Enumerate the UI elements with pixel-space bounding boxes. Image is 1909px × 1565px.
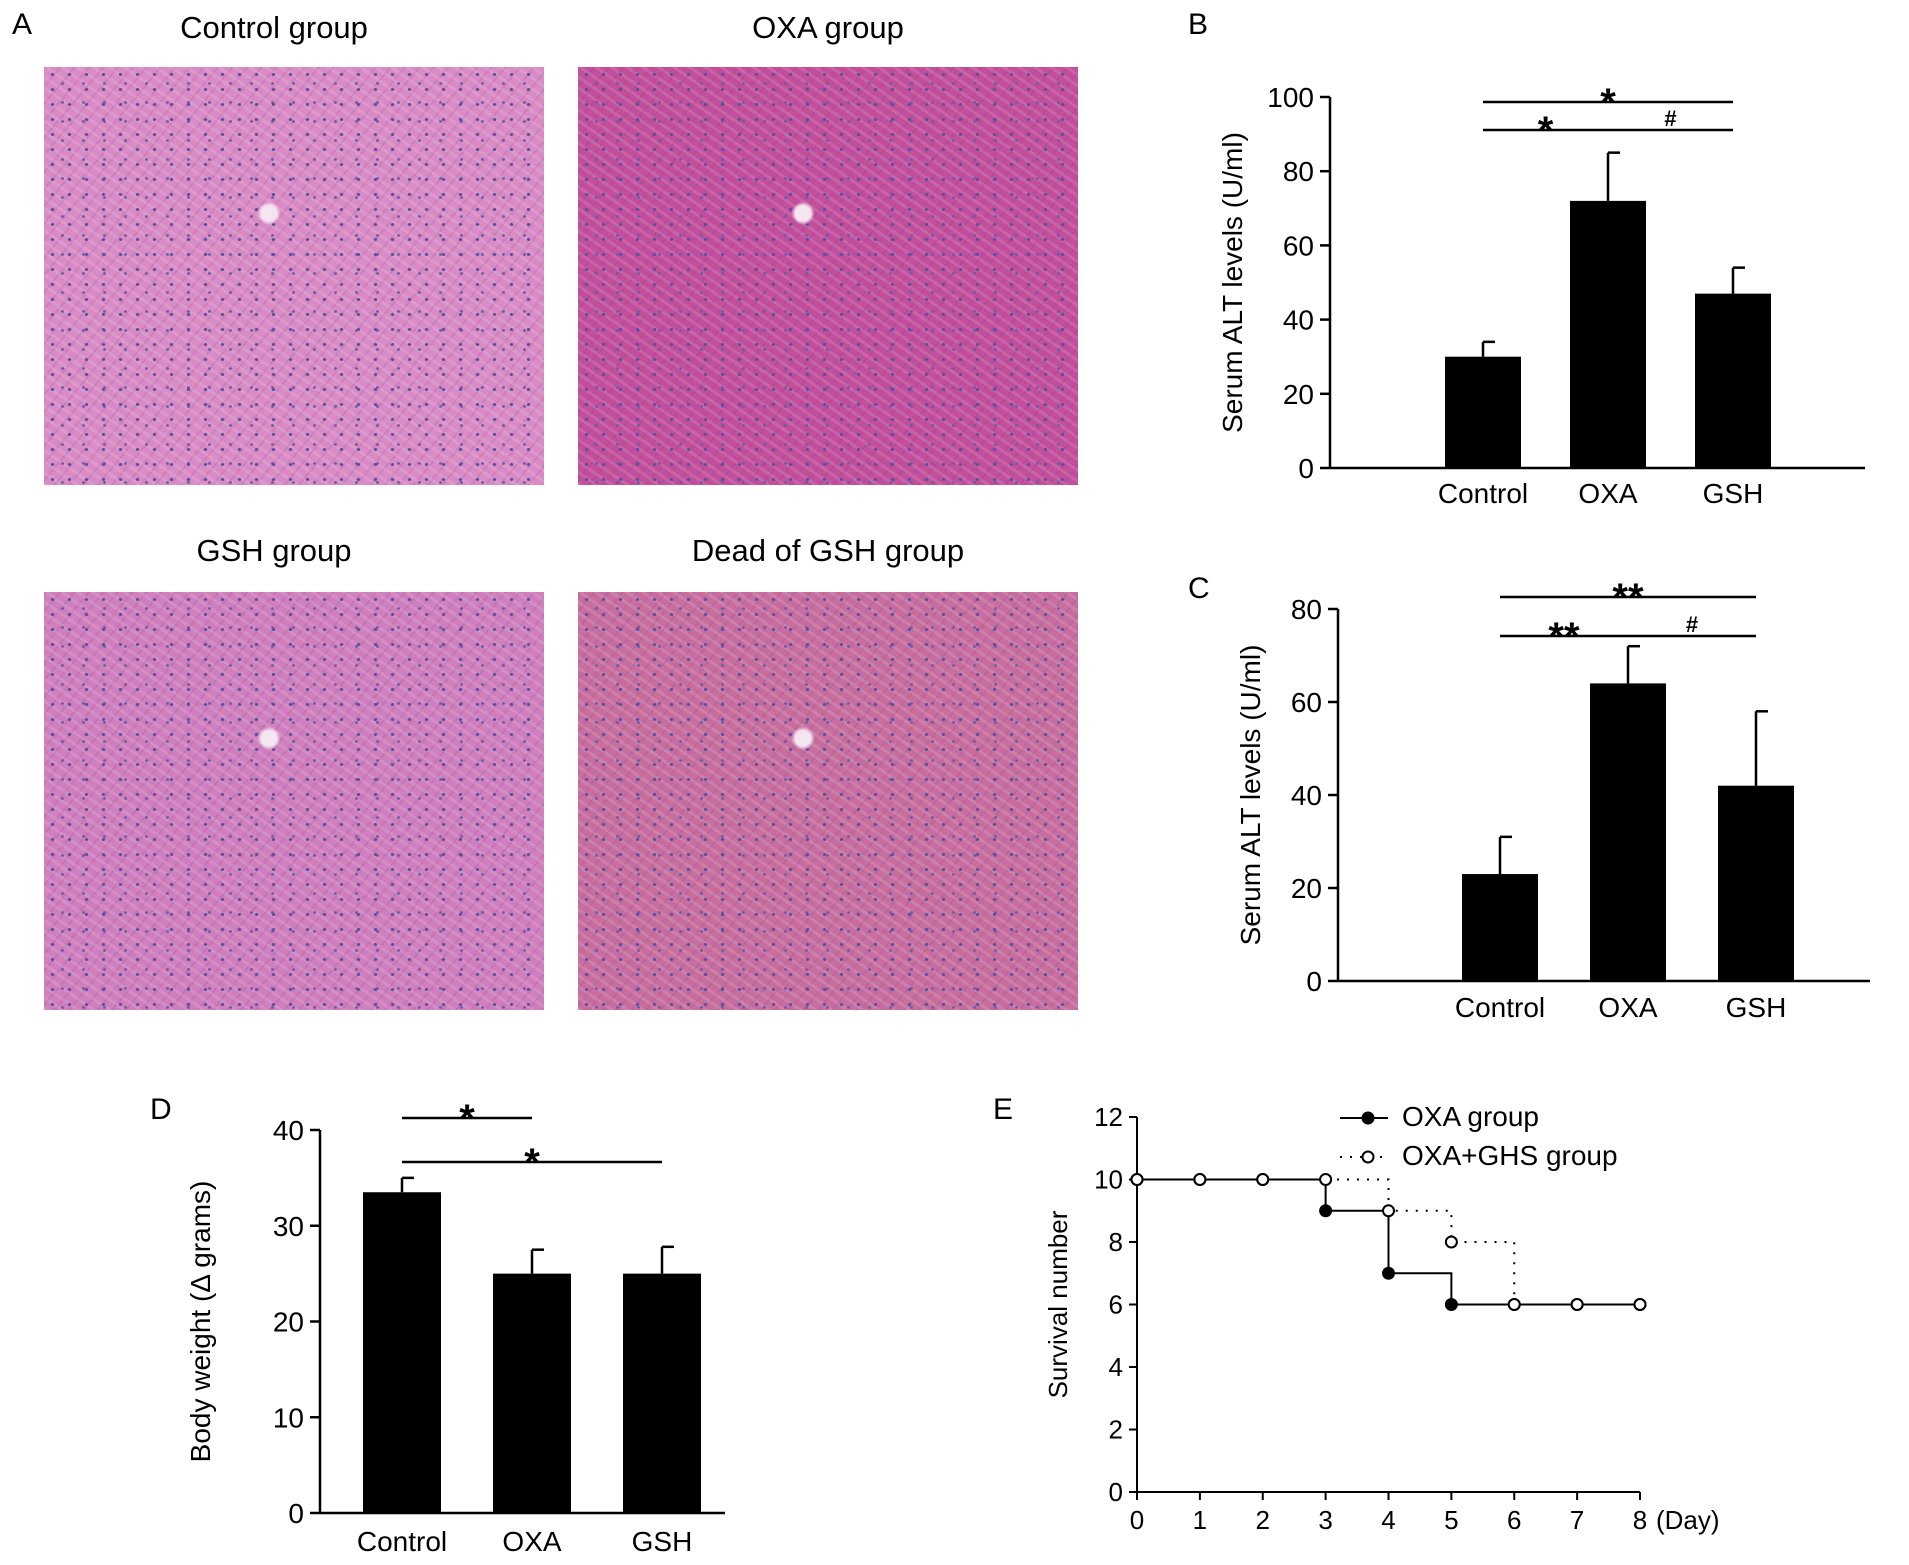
x-tick-label: 8 — [1633, 1505, 1647, 1535]
x-axis-unit: (Day) — [1656, 1505, 1720, 1535]
y-tick-label: 2 — [1109, 1415, 1123, 1445]
y-tick-label: 0 — [1306, 966, 1322, 997]
image-title-control: Control group — [180, 10, 368, 45]
x-tick-label: 7 — [1570, 1505, 1584, 1535]
bar — [1462, 874, 1538, 981]
y-tick-label: 60 — [1283, 230, 1314, 261]
histology-image-gsh — [44, 592, 544, 1010]
x-tick-label: 2 — [1256, 1505, 1270, 1535]
y-tick-label: 20 — [1283, 379, 1314, 410]
y-tick-label: 6 — [1109, 1290, 1123, 1320]
histology-image-oxa — [578, 67, 1078, 485]
x-tick-label: 3 — [1318, 1505, 1332, 1535]
y-axis-label: Body weight (Δ grams) — [185, 1181, 216, 1463]
data-point — [1570, 1298, 1584, 1311]
y-tick-label: 40 — [1291, 780, 1322, 811]
x-category-label: GSH — [632, 1526, 693, 1557]
legend-label: OXA group — [1402, 1101, 1539, 1132]
series-line — [1137, 1178, 1640, 1306]
x-tick-label: 1 — [1193, 1505, 1207, 1535]
data-point — [1444, 1298, 1458, 1311]
x-category-label: GSH — [1726, 992, 1787, 1023]
data-point — [1193, 1173, 1207, 1186]
y-tick-label: 20 — [1291, 873, 1322, 904]
legend-label: OXA+GHS group — [1402, 1140, 1618, 1171]
legend-marker — [1361, 1150, 1375, 1164]
panel-letter-b: B — [1188, 8, 1209, 41]
y-tick-label: 80 — [1291, 594, 1322, 625]
y-tick-label: 40 — [1283, 305, 1314, 336]
bar — [1590, 683, 1666, 981]
x-tick-label: 5 — [1444, 1505, 1458, 1535]
x-tick-label: 6 — [1507, 1505, 1521, 1535]
data-point — [1382, 1204, 1395, 1218]
data-point — [1256, 1173, 1270, 1186]
significance-marker: # — [1664, 106, 1676, 131]
bar — [1718, 785, 1794, 981]
image-title-gsh: GSH group — [196, 533, 352, 568]
y-axis-label: Serum ALT levels (U/ml) — [1217, 132, 1248, 433]
x-category-label: Control — [1438, 478, 1528, 509]
y-tick-label: 40 — [273, 1115, 304, 1146]
panel-letter-e: E — [993, 1093, 1014, 1126]
data-point — [1633, 1298, 1647, 1311]
y-tick-label: 8 — [1109, 1227, 1123, 1257]
x-category-label: Control — [357, 1526, 447, 1557]
y-axis-label: Serum ALT levels (U/ml) — [1235, 645, 1266, 946]
image-title-oxa: OXA group — [752, 10, 904, 45]
data-point — [1444, 1235, 1458, 1249]
y-tick-label: 30 — [273, 1211, 304, 1242]
data-point — [1319, 1173, 1333, 1186]
y-tick-label: 0 — [288, 1498, 304, 1529]
y-tick-label: 60 — [1291, 687, 1322, 718]
bar — [1695, 293, 1771, 468]
y-tick-label: 4 — [1109, 1352, 1123, 1382]
x-category-label: Control — [1455, 992, 1545, 1023]
x-category-label: OXA — [502, 1526, 561, 1557]
y-tick-label: 0 — [1298, 453, 1314, 484]
histology-image-dead-gsh — [578, 592, 1078, 1010]
data-point — [1130, 1173, 1144, 1186]
significance-marker: * — [1600, 81, 1616, 125]
x-category-label: OXA — [1578, 478, 1637, 509]
y-tick-label: 12 — [1094, 1102, 1123, 1132]
y-tick-label: 80 — [1283, 156, 1314, 187]
bar — [1570, 200, 1646, 468]
bar — [363, 1192, 441, 1513]
histology-image-control — [44, 67, 544, 485]
significance-marker: * — [459, 1097, 475, 1141]
significance-marker: ** — [1548, 615, 1580, 659]
y-tick-label: 20 — [273, 1307, 304, 1338]
significance-marker: * — [1538, 109, 1554, 153]
y-tick-label: 100 — [1267, 82, 1314, 113]
x-tick-label: 0 — [1130, 1505, 1144, 1535]
image-title-dead-gsh: Dead of GSH group — [691, 533, 965, 568]
panel-letter-c: C — [1188, 572, 1210, 605]
data-point — [1382, 1266, 1395, 1280]
data-point — [1319, 1204, 1333, 1218]
y-tick-label: 10 — [273, 1402, 304, 1433]
panel-letter-d: D — [150, 1093, 172, 1126]
x-tick-label: 4 — [1381, 1505, 1395, 1535]
significance-marker: # — [1686, 612, 1698, 637]
bar — [493, 1273, 571, 1513]
panel-letter-a: A — [12, 8, 33, 41]
data-point — [1507, 1298, 1521, 1311]
chart-b-serum-alt: 0 20 40 60 80 100 Serum ALT levels (U/ml) Contr… — [1217, 81, 1865, 509]
x-category-label: GSH — [1703, 478, 1764, 509]
chart-d-body-weight: 0 10 20 30 40 Body weight (Δ grams) Control OXA… — [185, 1097, 725, 1557]
y-tick-label: 0 — [1109, 1477, 1123, 1507]
y-tick-label: 10 — [1094, 1165, 1123, 1195]
significance-marker: ** — [1612, 576, 1644, 620]
significance-marker: * — [524, 1141, 540, 1185]
legend-marker — [1361, 1111, 1375, 1125]
bar — [623, 1273, 701, 1513]
y-axis-label: Survival number — [1043, 1210, 1073, 1398]
bar — [1445, 356, 1521, 468]
chart-c-serum-alt: 0 20 40 60 80 Serum ALT levels (U/ml) Control O… — [1235, 576, 1870, 1023]
x-category-label: OXA — [1598, 992, 1657, 1023]
